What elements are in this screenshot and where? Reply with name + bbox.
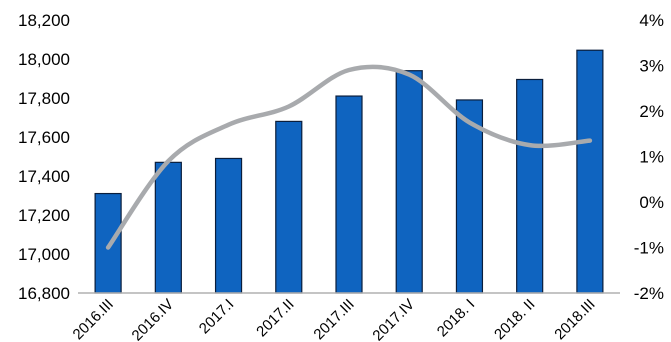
x-tick-label: 2016.III [70, 296, 117, 342]
left-tick-label: 16,800 [18, 284, 70, 303]
x-tick-label: 2017.III [310, 296, 357, 342]
right-tick-label: -1% [634, 239, 664, 258]
right-tick-label: 1% [639, 148, 664, 167]
left-y-axis: 16,800 17,000 17,200 17,400 17,600 17,800 18,0… [18, 11, 70, 303]
left-tick-label: 18,200 [18, 11, 70, 30]
left-tick-label: 17,800 [18, 89, 70, 108]
right-y-axis: -2% -1% 0% 1% 2% 3% 4% [634, 11, 664, 303]
x-tick-label: 2018. II [491, 296, 538, 342]
right-tick-label: 3% [639, 57, 664, 76]
x-tick-label: 2017.II [253, 296, 297, 340]
bar [335, 95, 363, 294]
line-series [105, 64, 593, 250]
bar [94, 192, 122, 294]
right-tick-label: 0% [639, 193, 664, 212]
line-path [105, 64, 593, 250]
right-tick-label: -2% [634, 284, 664, 303]
x-tick-label: 2017.IV [369, 296, 418, 342]
bar [275, 120, 303, 294]
right-tick-label: 2% [639, 102, 664, 121]
left-tick-label: 17,600 [18, 128, 70, 147]
left-tick-label: 17,400 [18, 167, 70, 186]
x-tick-label: 2016.IV [129, 296, 178, 342]
x-axis: 2016.III 2016.IV 2017.I 2017.II 2017.III 2017… [70, 296, 599, 342]
left-tick-label: 18,000 [18, 50, 70, 69]
x-tick-label: 2017.I [196, 296, 238, 338]
bar [516, 78, 544, 294]
x-tick-label: 2018.III [551, 296, 598, 342]
bar [395, 70, 423, 294]
left-tick-label: 17,000 [18, 245, 70, 264]
right-tick-label: 4% [639, 11, 664, 30]
bar-series [94, 49, 604, 294]
bar [154, 161, 182, 294]
bar [214, 157, 243, 294]
x-tick-label: 2018. I [434, 296, 478, 340]
left-tick-label: 17,200 [18, 206, 70, 225]
bar [455, 99, 484, 294]
bar [576, 49, 604, 294]
